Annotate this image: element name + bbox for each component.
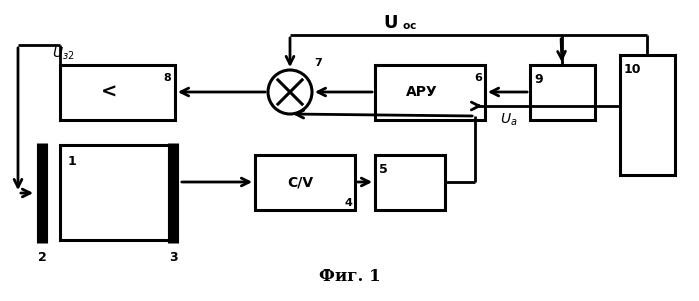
Text: 5: 5: [379, 163, 388, 176]
Text: 6: 6: [474, 73, 482, 83]
Bar: [60, 65, 175, 120]
Bar: [620, 55, 675, 175]
Text: 2: 2: [38, 251, 46, 264]
Text: C/V: C/V: [287, 175, 313, 189]
Bar: [255, 155, 355, 210]
Text: $\mathbf{_{oc}}$: $\mathbf{_{oc}}$: [402, 18, 417, 32]
Bar: [375, 65, 485, 120]
Text: 9: 9: [534, 73, 542, 86]
Text: 4: 4: [344, 198, 352, 208]
Text: 1: 1: [68, 155, 77, 168]
Text: $\mathbf{U}$: $\mathbf{U}$: [382, 14, 398, 32]
Text: 3: 3: [168, 251, 178, 264]
Text: 10: 10: [624, 63, 642, 76]
Text: <: <: [101, 82, 117, 101]
Text: Фиг. 1: Фиг. 1: [319, 268, 381, 285]
Text: $U_{з2}$: $U_{з2}$: [52, 45, 75, 62]
Text: АРУ: АРУ: [406, 85, 438, 99]
Bar: [375, 155, 445, 210]
Circle shape: [268, 70, 312, 114]
Bar: [60, 145, 170, 240]
Text: 7: 7: [314, 58, 322, 68]
Bar: [530, 65, 595, 120]
Text: 8: 8: [164, 73, 171, 83]
Text: $U_a$: $U_a$: [500, 112, 517, 129]
